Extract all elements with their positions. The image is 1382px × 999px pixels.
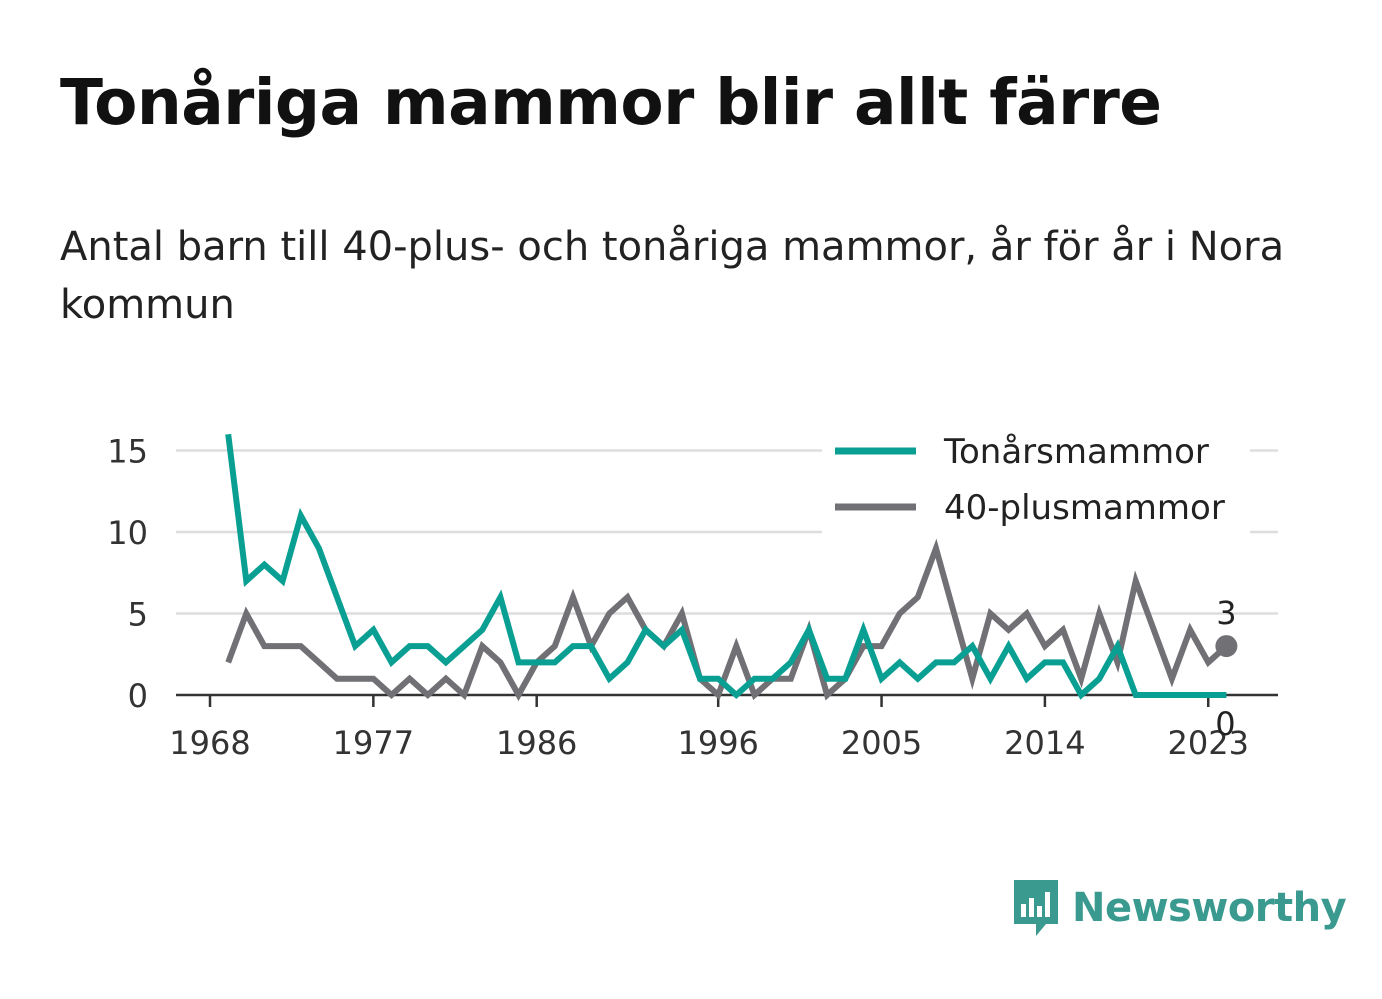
- chart-subtitle: Antal barn till 40-plus- och tonåriga ma…: [60, 224, 1285, 328]
- newsworthy-logo-text: Newsworthy: [1072, 885, 1347, 931]
- legend-background: [822, 424, 1250, 534]
- y-tick-label: 0: [128, 677, 148, 715]
- y-axis-ticks: 0 5 10 15: [107, 433, 148, 716]
- legend-label-40-plusmammor: 40-plusmammor: [944, 488, 1225, 528]
- y-tick-label: 15: [107, 433, 148, 471]
- x-tick-label: 2023: [1168, 724, 1249, 762]
- x-tick-label: 1977: [333, 724, 414, 762]
- series-line-40-plusmammor: [225, 538, 1229, 702]
- end-label-40-plusmammor: 3: [1216, 594, 1236, 632]
- x-tick-label: 1968: [169, 724, 250, 762]
- end-point-40-plusmammor: [1215, 635, 1238, 658]
- legend: Tonårsmammor 40-plusmammor: [822, 424, 1250, 534]
- x-tick-label: 2014: [1004, 724, 1085, 762]
- series-line-tonarsmammor: [225, 433, 1227, 700]
- x-axis-ticks: 1968 1977 1986 1996 2005 2014 2023: [169, 695, 1249, 762]
- newsworthy-logo: Newsworthy: [1010, 878, 1347, 938]
- x-tick-label: 2005: [841, 724, 922, 762]
- x-tick-label: 1996: [677, 724, 758, 762]
- chart-title: Tonåriga mammor blir allt färre: [60, 66, 1162, 139]
- y-tick-label: 10: [107, 514, 148, 552]
- x-tick-label: 1986: [496, 724, 577, 762]
- newsworthy-logo-icon: [1014, 880, 1058, 936]
- legend-label-tonarsmammor: Tonårsmammor: [943, 432, 1209, 472]
- y-tick-label: 5: [128, 596, 148, 634]
- end-labels: 30: [1215, 594, 1238, 743]
- end-label-tonarsmammor: 0: [1215, 705, 1235, 743]
- series-lines: [225, 433, 1229, 702]
